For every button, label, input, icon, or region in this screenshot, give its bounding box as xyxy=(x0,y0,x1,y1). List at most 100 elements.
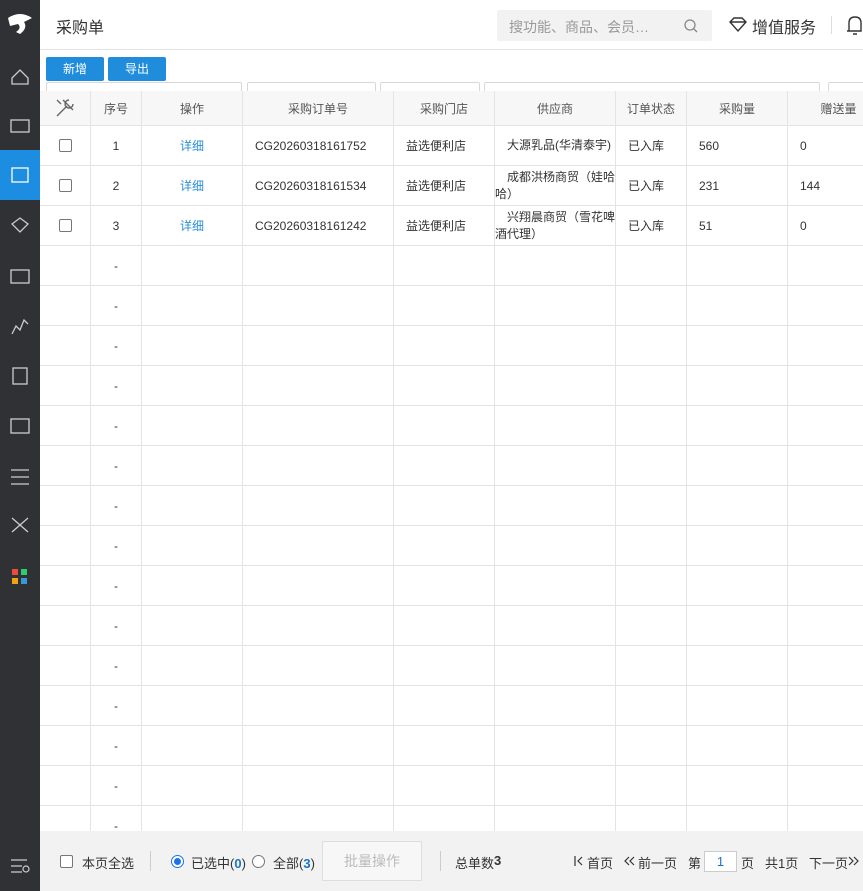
sidebar-icons xyxy=(0,14,40,873)
first-page[interactable]: 首页 xyxy=(587,856,614,871)
empty-cell xyxy=(40,326,91,366)
nav-staff[interactable] xyxy=(10,418,30,434)
empty-cell xyxy=(616,766,687,806)
empty-cell xyxy=(788,806,863,831)
empty-cell xyxy=(243,326,394,366)
row-select[interactable] xyxy=(40,166,91,206)
empty-cell xyxy=(788,766,863,806)
nav-tools[interactable] xyxy=(11,517,29,533)
nav-active-bg xyxy=(0,150,40,200)
nav-report[interactable] xyxy=(11,318,29,335)
table-cell: 成都洪杨商贸（娃哈哈） xyxy=(495,166,616,206)
empty-cell xyxy=(616,366,687,406)
empty-cell xyxy=(495,486,616,526)
empty-index: - xyxy=(91,806,142,831)
nav-promo[interactable] xyxy=(10,269,30,284)
nav-settings[interactable] xyxy=(11,469,29,485)
empty-cell xyxy=(495,726,616,766)
row-checkbox[interactable] xyxy=(58,139,72,152)
empty-cell xyxy=(243,406,394,446)
detail-link[interactable]: 详细 xyxy=(142,126,243,166)
column-header: 采购订单号 xyxy=(243,91,394,126)
empty-cell xyxy=(243,526,394,566)
all-option: 全部(3) xyxy=(273,853,315,872)
table-cell: CG20260318161752 xyxy=(243,126,394,166)
empty-cell xyxy=(788,526,863,566)
empty-cell xyxy=(687,486,788,526)
nav-cash[interactable] xyxy=(10,119,30,133)
empty-cell xyxy=(243,566,394,606)
nav-apps[interactable] xyxy=(12,569,18,575)
radio-selected[interactable] xyxy=(171,855,184,868)
nav-finance[interactable] xyxy=(12,367,28,385)
empty-cell xyxy=(788,646,863,686)
nav-menu[interactable] xyxy=(11,859,27,873)
empty-cell xyxy=(394,526,495,566)
export-button[interactable]: 导出 xyxy=(108,57,166,81)
empty-index: - xyxy=(91,446,142,486)
table-cell: 大源乳品(华清泰宇) xyxy=(495,126,616,166)
page-title: 采购单 xyxy=(56,20,105,37)
empty-cell xyxy=(243,646,394,686)
diamond-icon xyxy=(729,17,747,33)
tool-header[interactable] xyxy=(40,91,91,126)
empty-cell xyxy=(142,286,243,326)
bell-icon[interactable] xyxy=(846,13,863,37)
table-cell: 益选便利店 xyxy=(394,206,495,246)
empty-cell xyxy=(142,326,243,366)
empty-cell xyxy=(142,606,243,646)
first-icon xyxy=(574,856,583,866)
table-cell: CG20260318161534 xyxy=(243,166,394,206)
empty-cell xyxy=(616,326,687,366)
next-icon xyxy=(848,856,859,866)
empty-cell xyxy=(616,606,687,646)
empty-cell xyxy=(142,726,243,766)
prev-page[interactable]: 前一页 xyxy=(638,856,678,871)
search-icon[interactable] xyxy=(683,18,699,34)
empty-cell xyxy=(243,366,394,406)
nav-home[interactable] xyxy=(11,69,29,85)
empty-cell xyxy=(394,806,495,831)
empty-cell xyxy=(616,246,687,286)
logo xyxy=(8,14,32,34)
empty-cell xyxy=(142,446,243,486)
empty-cell xyxy=(788,366,863,406)
empty-cell xyxy=(788,406,863,446)
row-select[interactable] xyxy=(40,206,91,246)
empty-cell xyxy=(495,646,616,686)
page-input[interactable]: 1 xyxy=(704,851,737,872)
nav-member[interactable] xyxy=(11,217,29,233)
empty-cell xyxy=(687,366,788,406)
row-checkbox[interactable] xyxy=(58,179,72,192)
column-header: 赠送量 xyxy=(788,91,863,126)
empty-cell xyxy=(142,566,243,606)
empty-cell xyxy=(495,766,616,806)
search-box[interactable]: 搜功能、商品、会员… xyxy=(497,10,712,41)
next-page[interactable]: 下一页 xyxy=(809,856,849,871)
empty-cell xyxy=(40,686,91,726)
empty-cell xyxy=(40,766,91,806)
add-button[interactable]: 新增 xyxy=(46,57,104,81)
page-prefix: 第 xyxy=(688,856,702,871)
batch-button[interactable]: 批量操作 xyxy=(322,841,422,881)
row-select[interactable] xyxy=(40,126,91,166)
column-header: 序号 xyxy=(91,91,142,126)
nav-apps xyxy=(21,578,27,584)
table-cell: 0 xyxy=(788,206,863,246)
row-checkbox[interactable] xyxy=(58,219,72,232)
detail-link[interactable]: 详细 xyxy=(142,206,243,246)
select-page-checkbox[interactable] xyxy=(60,855,73,868)
table-cell: 益选便利店 xyxy=(394,166,495,206)
nav-purchase[interactable] xyxy=(11,167,29,183)
radio-all[interactable] xyxy=(252,855,265,868)
empty-index: - xyxy=(91,726,142,766)
empty-cell xyxy=(687,326,788,366)
table-cell: 已入库 xyxy=(616,126,687,166)
table-cell: 1 xyxy=(91,126,142,166)
tool-icon[interactable] xyxy=(54,97,76,119)
value-added-service[interactable]: 增值服务 xyxy=(752,20,817,37)
detail-link[interactable]: 详细 xyxy=(142,166,243,206)
search-placeholder: 搜功能、商品、会员… xyxy=(509,19,649,35)
divider xyxy=(440,851,441,871)
empty-cell xyxy=(616,286,687,326)
